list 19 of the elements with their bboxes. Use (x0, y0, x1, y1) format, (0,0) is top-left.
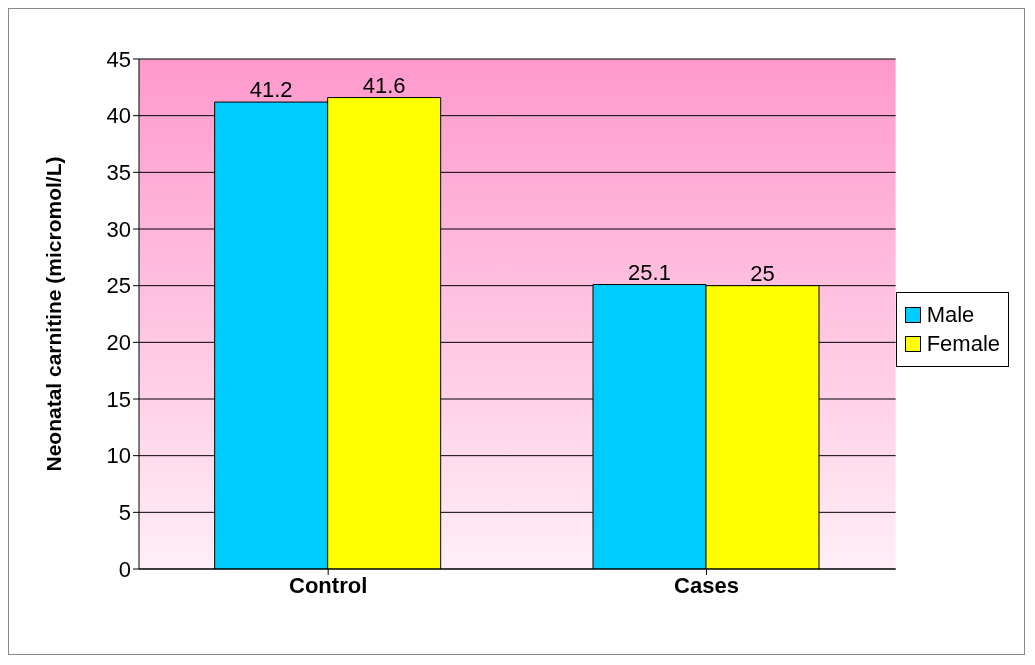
y-tick-label: 40 (106, 103, 131, 129)
data-label: 25 (750, 260, 775, 286)
y-tick-label: 15 (106, 386, 131, 412)
y-tick-label: 25 (106, 273, 131, 299)
y-tick-label: 30 (106, 216, 131, 242)
legend-label: Female (926, 330, 1000, 357)
x-tick-label: Control (289, 572, 368, 598)
y-tick-label: 35 (106, 160, 131, 186)
x-tick-label: Cases (674, 572, 739, 598)
data-label: 25.1 (628, 259, 671, 285)
y-tick-label: 0 (118, 556, 131, 582)
legend-label: Male (926, 301, 975, 328)
y-tick-label: 5 (118, 500, 131, 526)
y-axis-title: Neonatal carnitine (micromol/L) (42, 156, 66, 472)
data-label: 41.2 (249, 77, 293, 103)
data-label: 41.6 (362, 72, 406, 98)
y-tick-label: 10 (106, 443, 131, 469)
y-tick-label: 20 (106, 330, 131, 356)
y-tick-label: 45 (106, 46, 131, 72)
